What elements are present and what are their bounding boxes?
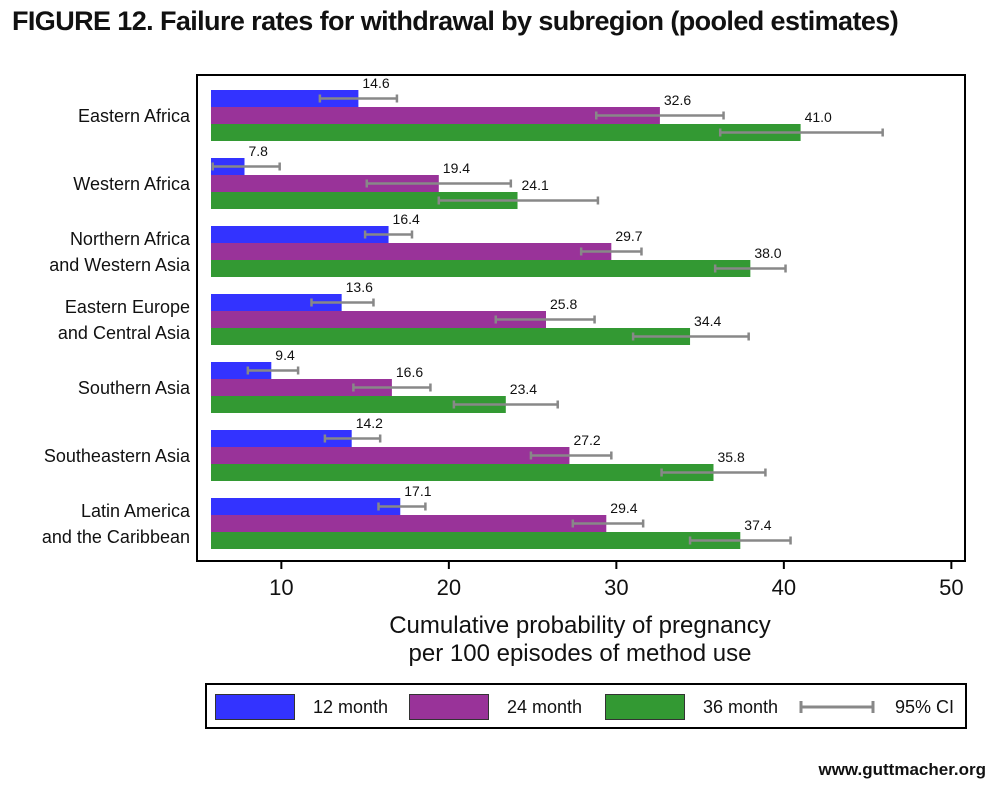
category-label: Eastern Europe and Central Asia [57,296,190,343]
category-label: Western Africa [73,173,190,194]
x-tick-label: 50 [939,575,963,600]
legend-label-36-month: 36 month [703,696,779,717]
source-url[interactable]: www.guttmacher.org [818,760,986,779]
category-label: Southern Asia [77,377,190,398]
legend-ci-icon [799,701,875,713]
x-tick-label: 20 [437,575,461,600]
legend-item-36-month: 36 month [605,693,778,721]
category-label: Latin America and the Caribbean [41,500,190,547]
category-label: Southeastern Asia [43,445,190,466]
legend-swatch-36-month [605,694,685,720]
legend-swatch-24-month [409,694,489,720]
legend-label-ci: 95% CI [895,696,955,717]
legend-label-12-month: 12 month [313,696,389,717]
legend-item-12-month: 12 month [215,693,388,721]
legend-swatch-12-month [215,694,295,720]
x-tick-label: 10 [269,575,293,600]
category-label: Eastern Africa [77,105,190,126]
figure-title: FIGURE 12. Failure rates for withdrawal … [12,6,899,36]
legend-label-24-month: 24 month [507,696,583,717]
x-tick-label: 40 [772,575,796,600]
category-label: Northern Africa and Western Asia [49,228,190,275]
legend-item-24-month: 24 month [409,693,582,721]
plot-area [196,74,966,562]
x-axis-label: Cumulative probability of pregnancy per … [389,612,771,667]
legend: 12 month 24 month 36 month 95% CI [205,683,967,729]
x-tick-label: 30 [604,575,628,600]
legend-item-ci: 95% CI [797,693,954,721]
